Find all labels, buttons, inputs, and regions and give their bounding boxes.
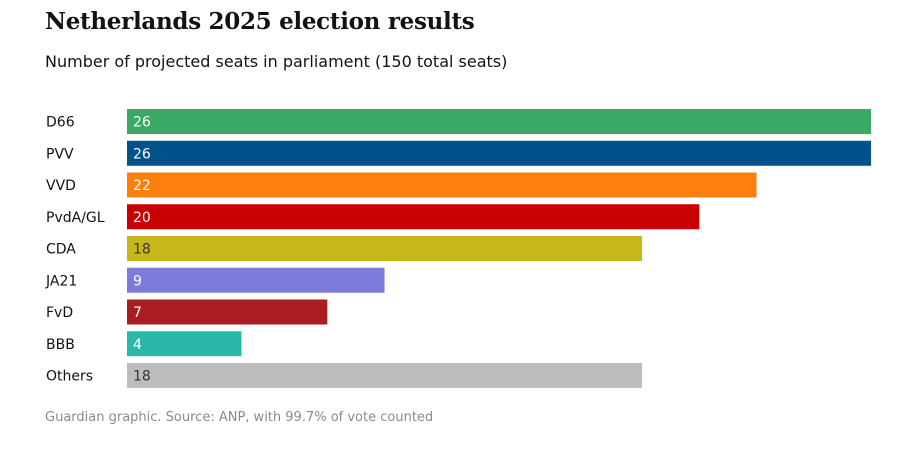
- value-label-others: 18: [133, 369, 151, 385]
- bar-fvd: [127, 299, 328, 325]
- value-label-fvd: 7: [133, 305, 142, 321]
- bar-cda: [127, 236, 643, 261]
- value-label-ja21: 9: [133, 273, 142, 289]
- bar-ja21: [127, 267, 385, 293]
- value-label-pvda-gl: 20: [133, 210, 151, 226]
- category-label-others: Others: [46, 369, 93, 385]
- bar-d66: [127, 109, 871, 134]
- bar-vvd: [127, 172, 757, 198]
- category-label-cda: CDA: [46, 242, 76, 258]
- value-label-cda: 18: [133, 242, 151, 258]
- value-label-vvd: 22: [133, 178, 151, 194]
- category-label-fvd: FvD: [46, 305, 73, 321]
- category-label-d66: D66: [46, 115, 75, 131]
- bar-bbb: [127, 331, 242, 357]
- bar-pvda-gl: [127, 204, 700, 230]
- chart-subtitle: Number of projected seats in parliament …: [45, 52, 508, 71]
- bar-others: [127, 363, 643, 388]
- category-label-ja21: JA21: [45, 273, 77, 289]
- bar-pvv: [127, 140, 871, 166]
- value-label-d66: 26: [133, 115, 151, 131]
- source-note: Guardian graphic. Source: ANP, with 99.7…: [45, 410, 434, 425]
- category-label-bbb: BBB: [46, 337, 75, 353]
- chart-title: Netherlands 2025 election results: [45, 8, 475, 35]
- category-label-vvd: VVD: [46, 178, 76, 194]
- category-label-pvda-gl: PvdA/GL: [46, 210, 105, 226]
- value-label-pvv: 26: [133, 146, 151, 162]
- value-label-bbb: 4: [133, 337, 142, 353]
- category-label-pvv: PVV: [46, 146, 74, 162]
